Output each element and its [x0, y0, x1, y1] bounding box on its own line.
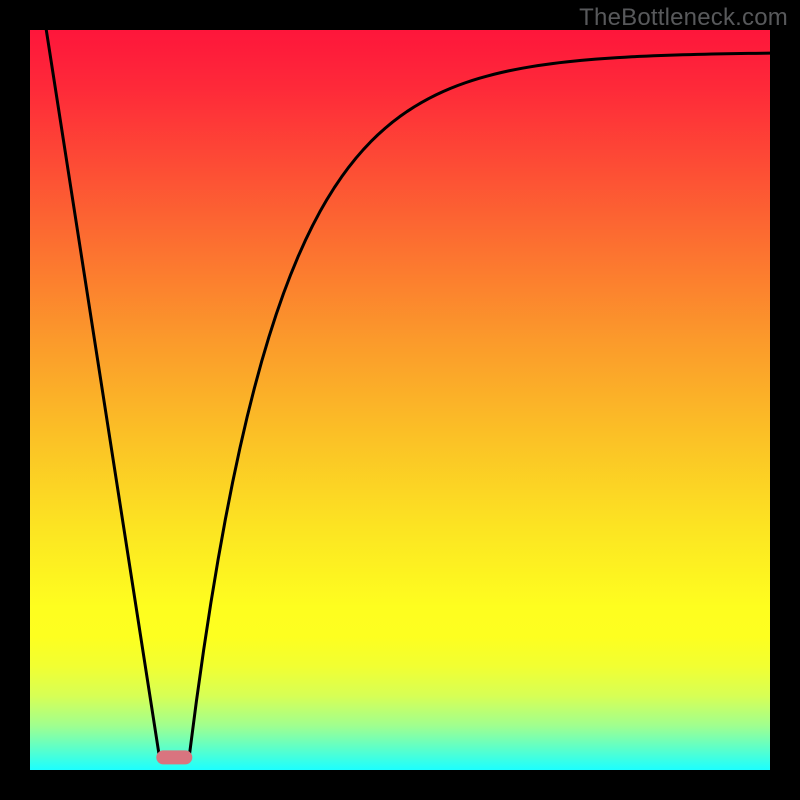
border-right [770, 0, 800, 800]
chart-frame: TheBottleneck.com [0, 0, 800, 800]
watermark-text: TheBottleneck.com [579, 4, 788, 32]
plot-background [30, 30, 770, 770]
optimum-marker [156, 750, 192, 764]
border-bottom [0, 770, 800, 800]
border-left [0, 0, 30, 800]
chart-svg [0, 0, 800, 800]
